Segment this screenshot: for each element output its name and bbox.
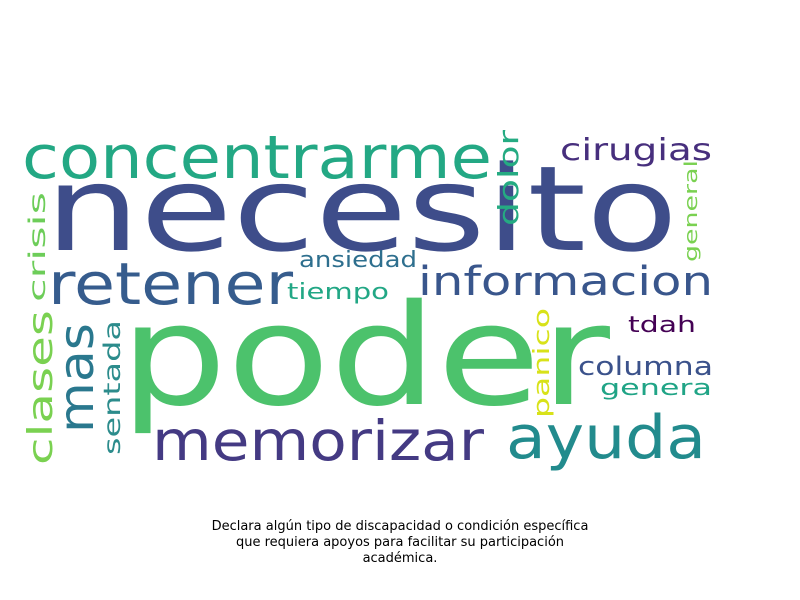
word-memorizar: memorizar [152,409,484,473]
word-ansiedad: ansiedad [299,248,417,273]
word-clases: clases [21,310,61,465]
word-sentada: sentada [100,320,126,455]
word-mas: mas [49,323,105,433]
word-necesito: necesito [45,140,678,278]
word-panico: panico [530,308,555,418]
caption: Declara algún tipo de discapacidad o con… [150,519,650,567]
word-genera: genera [600,376,712,401]
word-informacion: informacion [418,259,713,305]
word-tdah: tdah [628,313,696,338]
word-poder: poder [120,275,611,438]
word-tiempo: tiempo [287,280,389,305]
word-retener: retener [48,250,293,318]
word-general: general [681,160,702,262]
word-columna: columna [578,352,713,382]
caption-line-2: que requiera apoyos para facilitar su pa… [235,535,565,550]
caption-line-3: académica. [362,551,438,566]
word-cirugias: cirugias [560,133,712,168]
word-crisis: crisis [25,192,51,302]
word-dolor: dolor [492,129,525,226]
word-ayuda: ayuda [506,403,706,473]
word-concentrarme: concentrarme [22,123,492,193]
caption-line-1: Declara algún tipo de discapacidad o con… [211,519,589,534]
